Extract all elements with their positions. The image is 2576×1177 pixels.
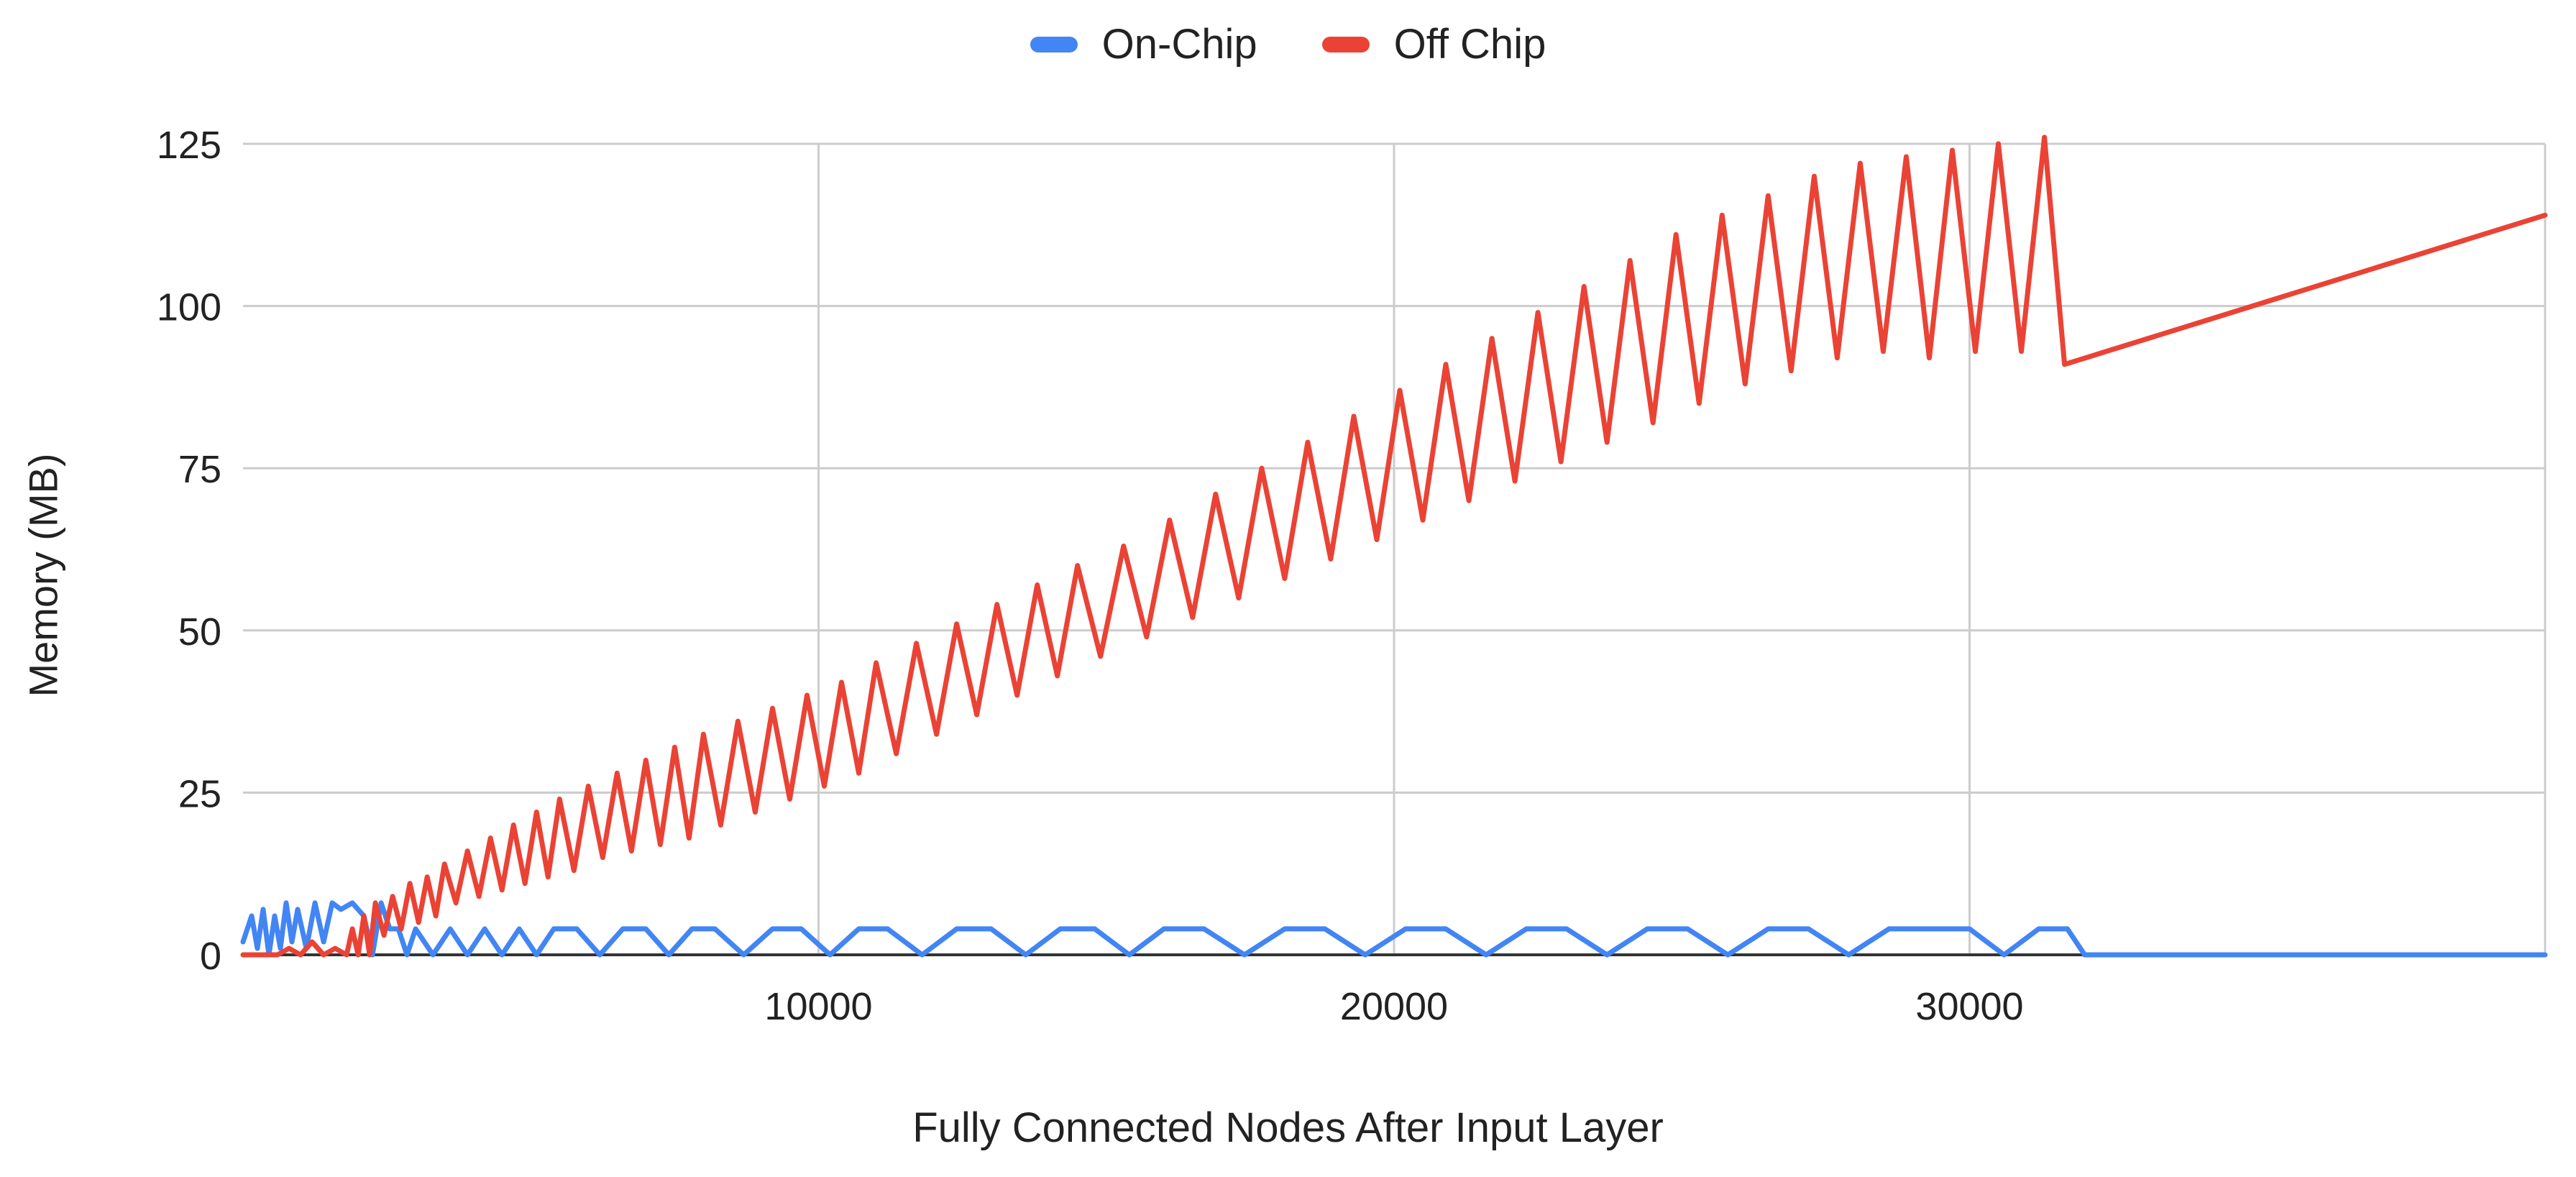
legend-swatch-on-chip — [1030, 36, 1078, 52]
y-tick-label-50: 50 — [178, 610, 221, 654]
y-axis-title: Memory (MB) — [20, 453, 66, 697]
legend-item-on-chip[interactable]: On-Chip — [1030, 20, 1257, 68]
y-tick-label-75: 75 — [178, 448, 221, 491]
x-tick-label-10000: 10000 — [764, 985, 872, 1028]
y-tick-label-25: 25 — [178, 772, 221, 815]
legend-item-off-chip[interactable]: Off Chip — [1321, 20, 1546, 68]
series-line-on-chip — [240, 900, 2548, 958]
legend-label-on-chip: On-Chip — [1101, 21, 1257, 68]
legend-label-off-chip: Off Chip — [1393, 21, 1546, 68]
legend: On-Chip Off Chip — [0, 20, 2576, 68]
tick-layer: 0 25 50 75 100 125 10000 20000 30000 — [157, 124, 2024, 1028]
y-tick-label-100: 100 — [157, 286, 221, 329]
x-tick-label-30000: 30000 — [1915, 985, 2023, 1028]
legend-swatch-off-chip — [1321, 36, 1370, 52]
y-tick-label-125: 125 — [157, 124, 221, 167]
series-layer — [240, 134, 2548, 958]
x-axis-title: Fully Connected Nodes After Input Layer — [912, 1104, 1664, 1151]
grid-layer — [243, 142, 2547, 955]
series-line-off-chip — [240, 134, 2548, 958]
y-tick-label-0: 0 — [200, 935, 221, 978]
x-tick-label-20000: 20000 — [1340, 985, 1448, 1028]
